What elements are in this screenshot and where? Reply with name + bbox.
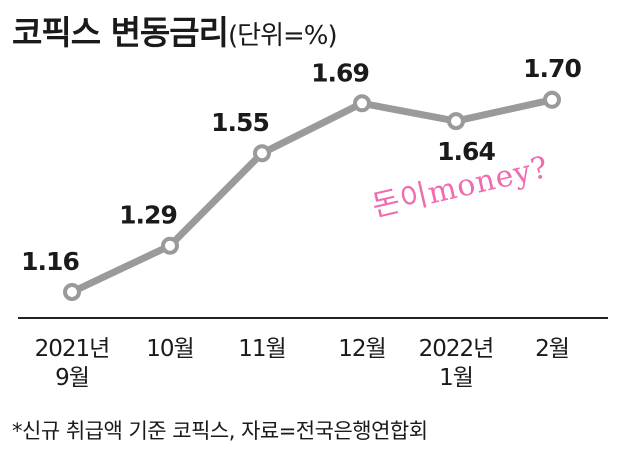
footnote: *신규 취급액 기준 코픽스, 자료=전국은행연합회 — [12, 419, 428, 443]
data-label: 1.64 — [437, 137, 495, 166]
series-line — [68, 96, 556, 296]
chart-title: 코픽스 변동금리(단위=%) — [12, 6, 338, 54]
data-label: 1.70 — [523, 54, 581, 83]
x-tick-label: 2022년 — [419, 336, 494, 362]
data-point — [447, 112, 465, 131]
data-point — [161, 236, 179, 255]
data-points-layer — [63, 90, 561, 301]
data-point — [543, 90, 561, 109]
x-tick-label: 9월 — [55, 365, 89, 391]
data-point — [63, 283, 81, 301]
x-tick-label: 1월 — [439, 365, 473, 391]
data-point — [253, 144, 271, 163]
x-tick-label: 11월 — [238, 336, 285, 362]
data-label: 1.16 — [21, 247, 79, 276]
data-point — [353, 94, 371, 113]
title-main: 코픽스 변동금리 — [12, 13, 229, 52]
data-labels-layer: 1.16 1.29 1.55 1.69 1.64 1.70 — [21, 54, 582, 276]
x-tick-labels-layer: 2021년 9월 10월 11월 12월 2022년 1월 2월 — [35, 336, 570, 391]
data-label: 1.69 — [311, 58, 369, 87]
x-tick-label: 2021년 — [35, 336, 110, 362]
title-unit: (단위=%) — [228, 21, 338, 51]
data-label: 1.55 — [211, 108, 269, 137]
x-tick-label: 2월 — [535, 336, 569, 362]
data-label: 1.29 — [119, 201, 177, 230]
x-tick-label: 10월 — [146, 336, 193, 362]
x-tick-label: 12월 — [338, 336, 385, 362]
series-line-layer — [68, 96, 556, 296]
